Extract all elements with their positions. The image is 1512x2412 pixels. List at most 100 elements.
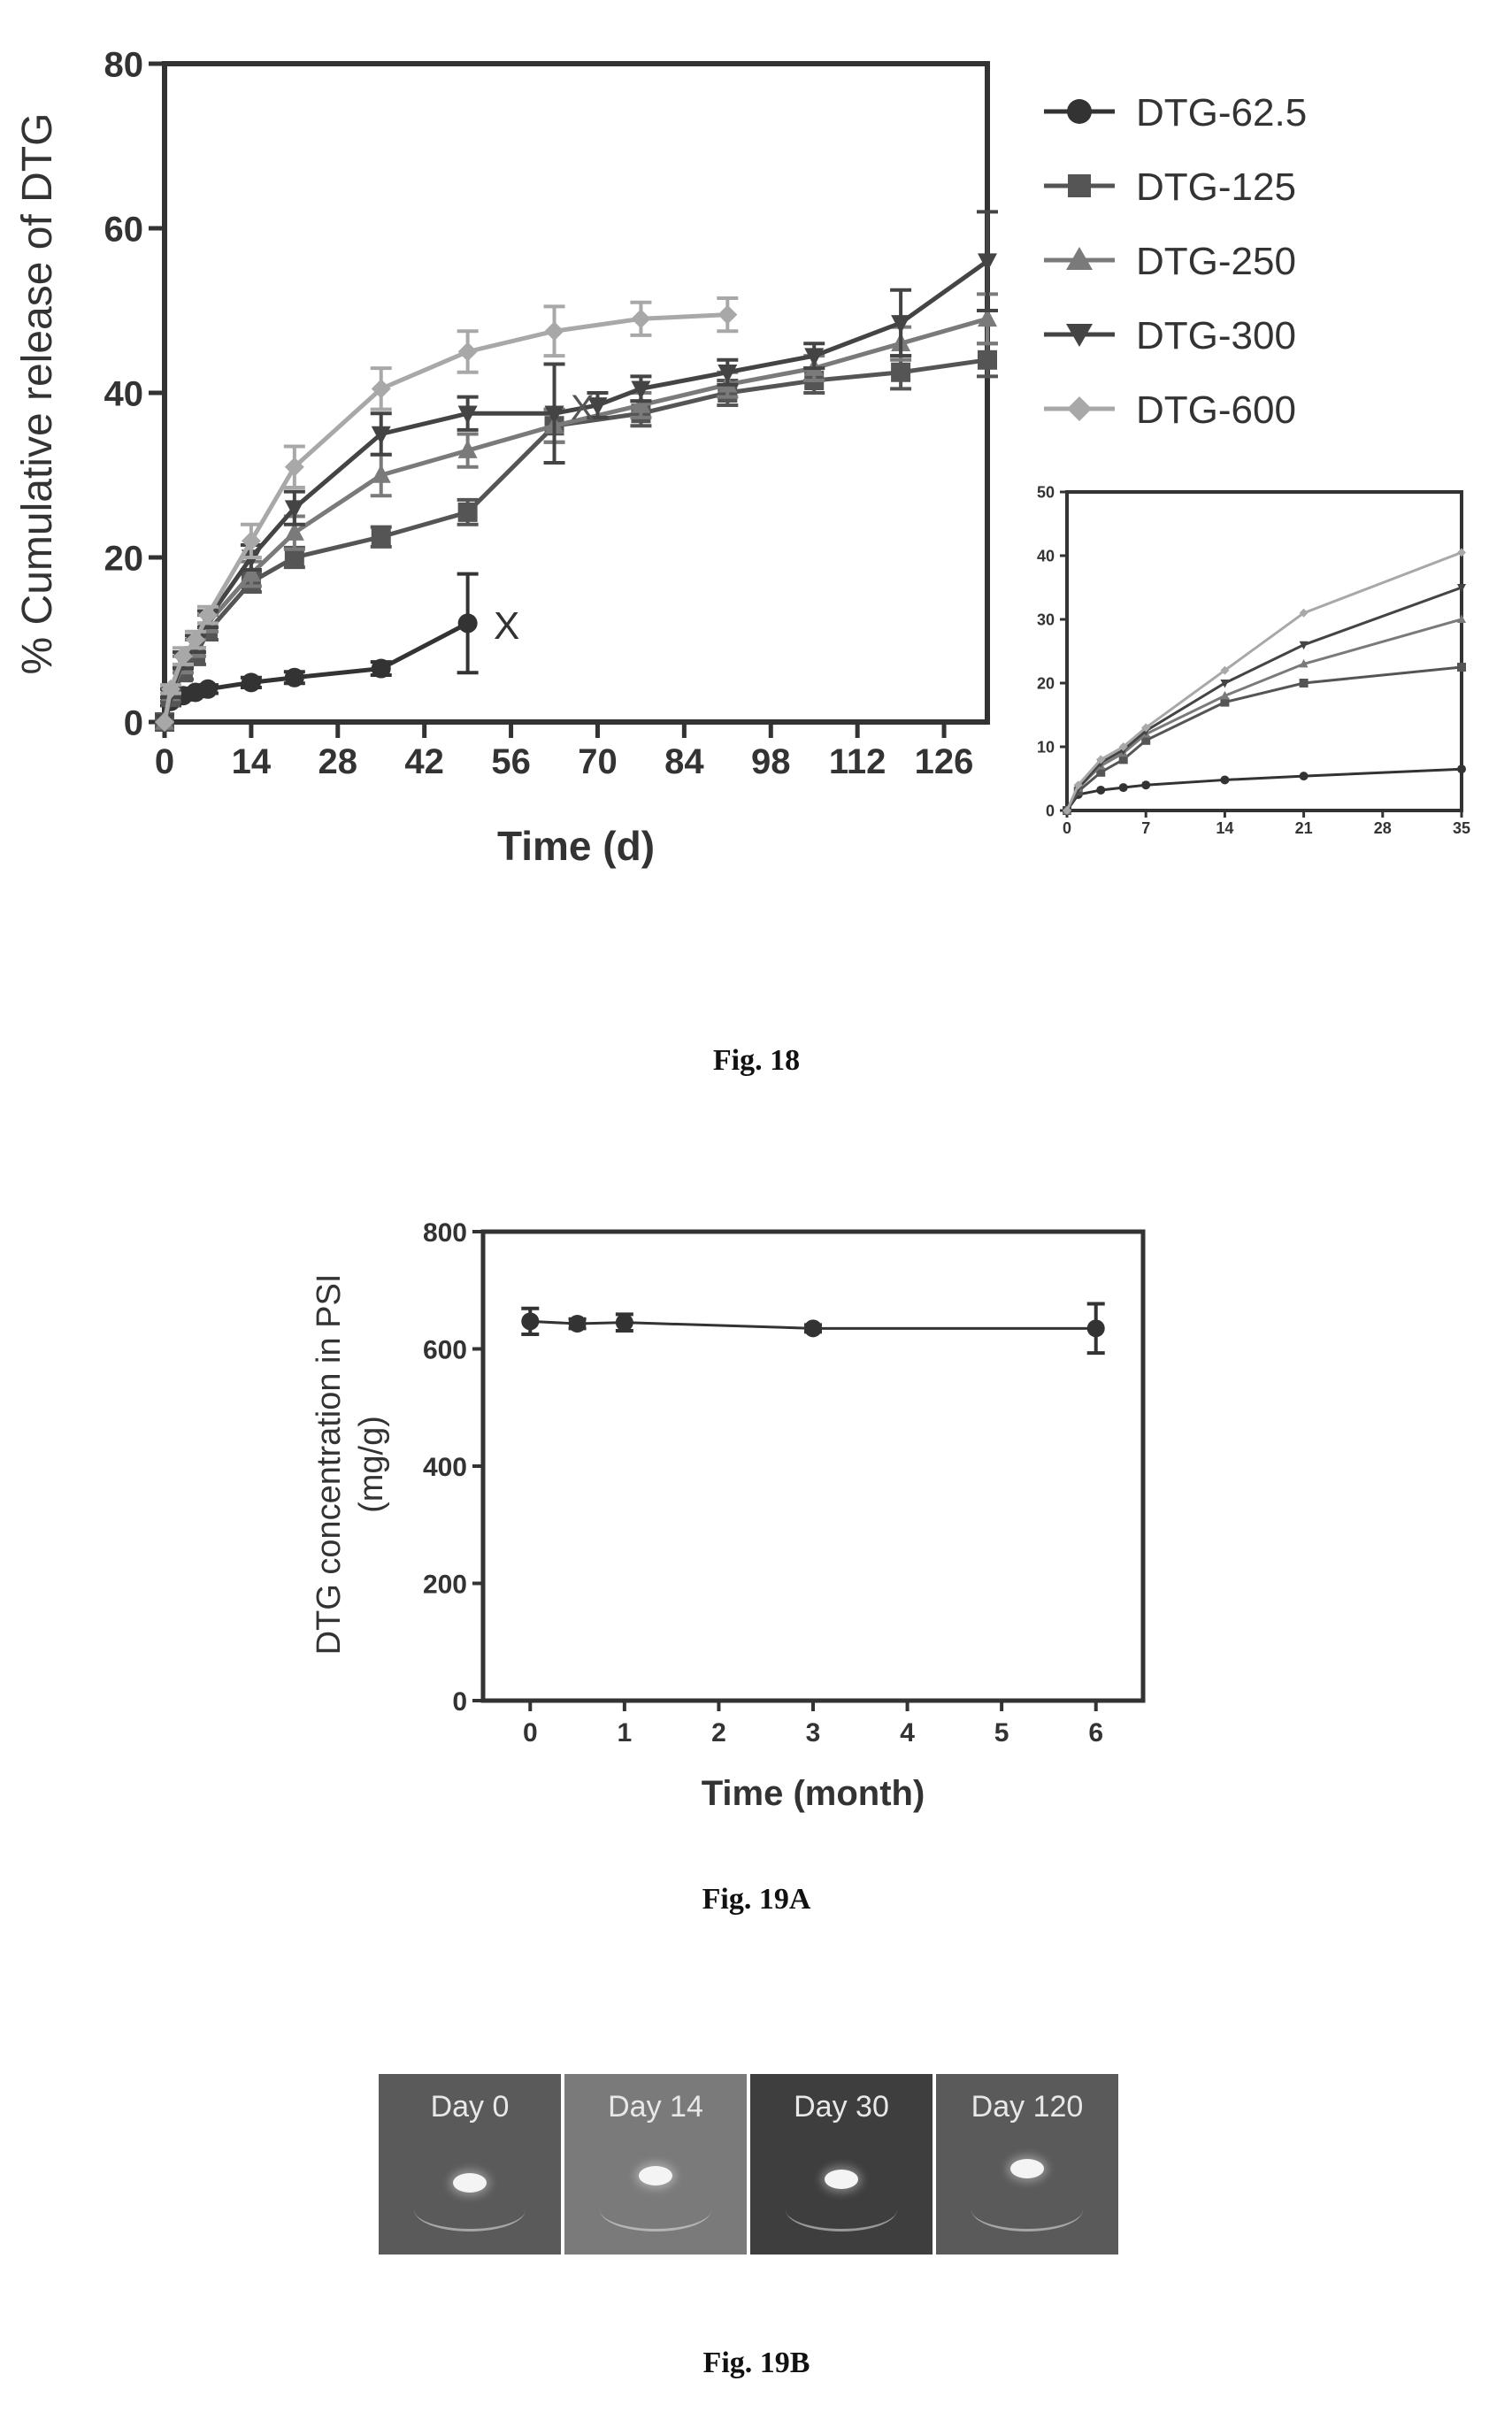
data-point bbox=[1073, 780, 1083, 790]
fig19a-x-axis-label: Time (month) bbox=[702, 1774, 925, 1813]
data-point bbox=[978, 308, 997, 327]
dish-outline bbox=[971, 2188, 1083, 2231]
data-point bbox=[1096, 767, 1106, 777]
y-tick-label: 50 bbox=[1037, 483, 1055, 501]
series-line bbox=[1065, 618, 1462, 811]
data-point bbox=[1118, 742, 1128, 751]
fig18-x-axis-label: Time (d) bbox=[497, 823, 655, 869]
data-point bbox=[1457, 614, 1466, 623]
y-tick-label: 0 bbox=[452, 1687, 467, 1717]
fig18-y-axis-label: % Cumulative release of DTG bbox=[14, 113, 61, 675]
data-point bbox=[631, 394, 651, 413]
fig19a-chart: 0 1 2 3 4 5 6 0 200 400 600 800 DTG concentration i… bbox=[311, 1218, 1146, 1813]
data-point bbox=[1118, 783, 1128, 793]
x-tick-label: 14 bbox=[1216, 819, 1233, 837]
photo-panel-day-0: Day 0 bbox=[379, 2074, 561, 2255]
data-point bbox=[284, 522, 304, 541]
data-point bbox=[631, 309, 651, 329]
data-point bbox=[1457, 584, 1466, 593]
data-point bbox=[1118, 755, 1128, 764]
data-point bbox=[615, 1313, 633, 1332]
data-point bbox=[1063, 806, 1071, 815]
data-point bbox=[1220, 690, 1230, 700]
legend-entry-dtg-125: DTG-125 bbox=[1044, 165, 1296, 209]
y-tick-label: 30 bbox=[1037, 611, 1055, 628]
data-point bbox=[160, 679, 180, 699]
x-tick-label: 0 bbox=[155, 742, 174, 781]
data-point bbox=[804, 348, 825, 367]
legend-marker-dtg-250 bbox=[1066, 247, 1093, 270]
y-tick-label: 10 bbox=[1037, 738, 1055, 756]
x-tick-label: 35 bbox=[1453, 819, 1470, 837]
y-tick-label: 80 bbox=[104, 45, 144, 84]
x-tick-label: 98 bbox=[751, 742, 791, 781]
data-point bbox=[891, 362, 911, 382]
y-tick-label: 20 bbox=[104, 539, 144, 578]
y-tick-label: 600 bbox=[423, 1335, 467, 1364]
data-point bbox=[284, 667, 304, 687]
x-tick-label: 4 bbox=[900, 1718, 915, 1748]
data-point bbox=[804, 1319, 822, 1338]
data-point bbox=[544, 405, 564, 425]
data-point bbox=[371, 426, 391, 445]
legend-label-dtg-300: DTG-300 bbox=[1136, 314, 1296, 357]
legend-label-dtg-600: DTG-600 bbox=[1136, 388, 1296, 432]
photo-label: Day 14 bbox=[608, 2090, 703, 2124]
data-point bbox=[371, 658, 391, 679]
data-point bbox=[1141, 735, 1151, 745]
data-point bbox=[1299, 641, 1309, 650]
data-point bbox=[1220, 775, 1230, 785]
legend-marker-dtg-600 bbox=[1067, 396, 1092, 421]
data-point bbox=[1220, 697, 1230, 707]
data-point bbox=[587, 397, 608, 417]
data-point bbox=[891, 315, 911, 334]
legend-entry-dtg-62-5: DTG-62.5 bbox=[1044, 91, 1307, 134]
data-point bbox=[1457, 764, 1466, 774]
data-point bbox=[457, 613, 478, 634]
data-point bbox=[1299, 679, 1309, 687]
data-point bbox=[197, 679, 218, 699]
series-dtg-600 bbox=[1063, 548, 1466, 815]
fig18-series bbox=[155, 210, 998, 734]
x-tick-label: 0 bbox=[523, 1718, 538, 1748]
series-dtg-62-5 bbox=[1063, 764, 1466, 815]
x-tick-label: 2 bbox=[711, 1718, 726, 1748]
dish-outline bbox=[600, 2188, 711, 2231]
x-tick-label: 42 bbox=[404, 742, 444, 781]
data-point bbox=[185, 630, 205, 649]
series-line bbox=[162, 316, 988, 723]
x-tick-label: 6 bbox=[1088, 1718, 1103, 1748]
legend-marker-dtg-125 bbox=[1068, 174, 1091, 197]
x-tick-label: 28 bbox=[1374, 819, 1392, 837]
series-data bbox=[521, 1302, 1105, 1356]
data-point bbox=[544, 321, 564, 342]
y-tick-label: 60 bbox=[104, 210, 144, 249]
photo-panel-day-14: Day 14 bbox=[564, 2074, 747, 2255]
data-point bbox=[631, 380, 651, 400]
data-point bbox=[155, 712, 174, 732]
x-tick-label: 126 bbox=[915, 742, 974, 781]
photo-panel-day-120: Day 120 bbox=[936, 2074, 1118, 2255]
data-point bbox=[718, 304, 738, 325]
data-point bbox=[1096, 785, 1106, 795]
data-point bbox=[284, 500, 304, 519]
series-dtg-300 bbox=[155, 210, 998, 734]
series-dtg-125 bbox=[1063, 663, 1466, 815]
fig19a-y-axis-label-line1: DTG concentration in PSI bbox=[311, 1274, 348, 1655]
sample-blob bbox=[639, 2166, 672, 2185]
x-tick-label: 84 bbox=[664, 742, 704, 781]
data-point bbox=[173, 646, 193, 666]
y-tick-label: 0 bbox=[124, 703, 143, 742]
y-tick-label: 0 bbox=[1046, 802, 1055, 819]
x-tick-label: 0 bbox=[1063, 819, 1071, 837]
series-dtg-600 bbox=[155, 296, 739, 732]
x-tick-label: 5 bbox=[994, 1718, 1009, 1748]
x-tick-label: 56 bbox=[491, 742, 531, 781]
legend-label-dtg-250: DTG-250 bbox=[1136, 240, 1296, 283]
fig19b-photo-strip: Day 0 Day 14 Day 30 Day 120 bbox=[379, 2074, 1118, 2255]
data-point bbox=[718, 364, 738, 383]
fig18-end-marker-dtg300: X bbox=[571, 388, 595, 427]
fig19a-y-axis-label-line2: (mg/g) bbox=[353, 1416, 390, 1513]
fig19a-plot-frame bbox=[480, 1229, 1146, 1703]
